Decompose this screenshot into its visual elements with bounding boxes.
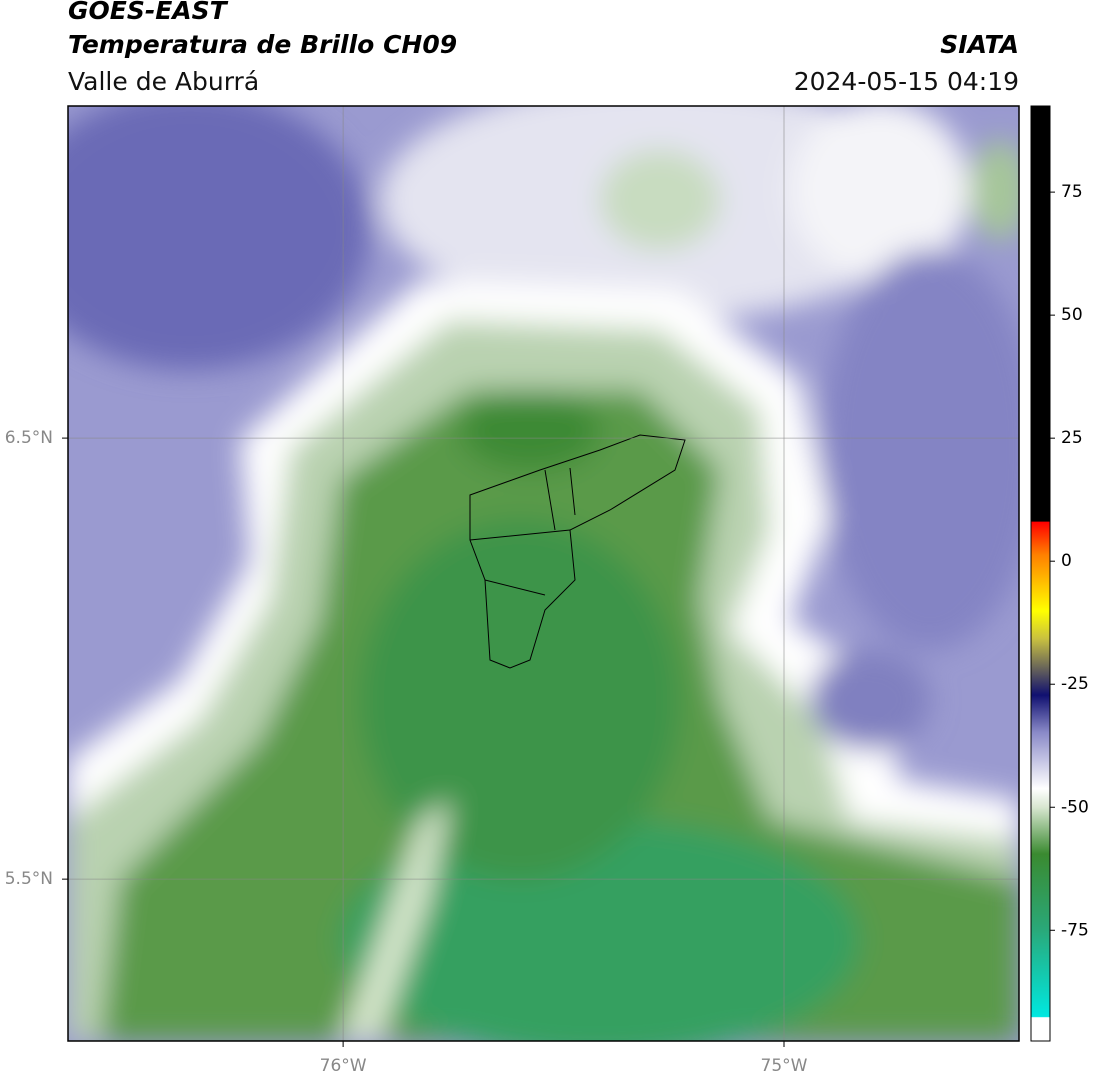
valley-outline [469, 434, 686, 669]
colorbar [1030, 105, 1051, 1042]
x-tick-label: 75°W [761, 1056, 808, 1076]
x-tick-label: 76°W [320, 1056, 367, 1076]
grid [68, 106, 1019, 1041]
colorbar-label: 50 [1061, 305, 1083, 325]
map-frame [67, 105, 1020, 1042]
colorbar-label: 75 [1061, 182, 1083, 202]
colorbar-label: 0 [1061, 551, 1072, 571]
colorbar-label: 25 [1061, 428, 1083, 448]
satellite-image [68, 106, 1019, 1041]
colorbar-label: -75 [1061, 920, 1089, 940]
datetime: 2024-05-15 04:19 [794, 67, 1019, 96]
title: GOES-EAST [68, 0, 229, 25]
y-tick-label: 5.5°N [5, 869, 53, 889]
colorbar-label: -50 [1061, 797, 1089, 817]
source: SIATA [940, 30, 1019, 59]
colorbar-label: -25 [1061, 674, 1089, 694]
y-tick-label: 6.5°N [5, 428, 53, 448]
subtitle: Temperatura de Brillo CH09 [68, 30, 457, 59]
region: Valle de Aburrá [68, 67, 259, 96]
